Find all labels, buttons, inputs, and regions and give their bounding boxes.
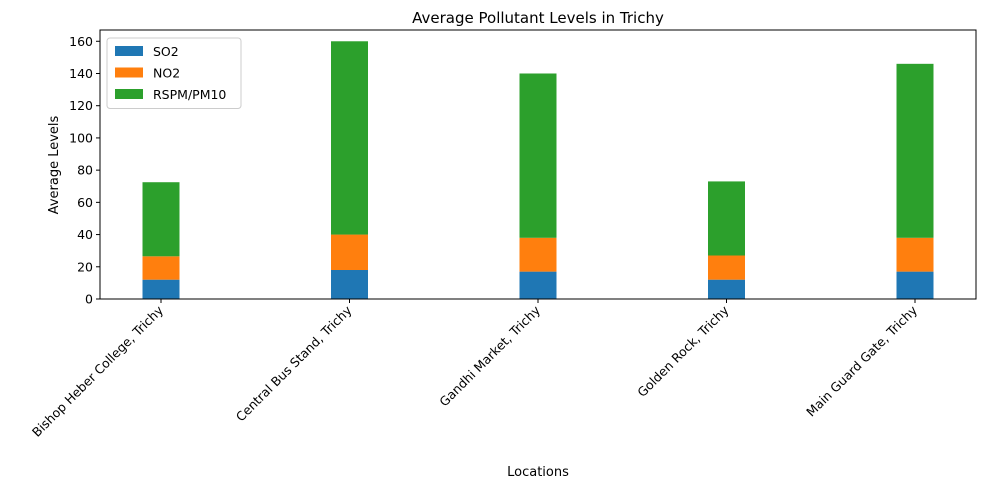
legend-label: RSPM/PM10 (153, 87, 226, 102)
bar-rspm-pm10 (896, 63, 934, 238)
chart-title: Average Pollutant Levels in Trichy (412, 9, 664, 27)
bar-rspm-pm10 (708, 181, 745, 256)
x-tick-label: Bishop Heber College, Trichy (29, 302, 167, 440)
bar-no2 (708, 255, 745, 280)
x-axis-ticks: Bishop Heber College, Trichy Central Bus … (29, 299, 921, 440)
y-axis-ticks: 0 20 40 60 80 100 120 140 160 (69, 34, 100, 307)
bar-no2 (519, 237, 557, 272)
bar-group (142, 41, 934, 299)
bar-rspm-pm10 (331, 41, 368, 235)
bar-no2 (142, 256, 180, 280)
bar-no2 (331, 234, 368, 271)
legend: SO2 NO2 RSPM/PM10 (106, 37, 242, 109)
y-tick-label: 140 (69, 66, 93, 81)
legend-swatch (115, 67, 143, 78)
bar-so2 (519, 271, 557, 299)
bar-so2 (896, 271, 934, 299)
y-tick-label: 20 (77, 259, 93, 274)
bar-rspm-pm10 (142, 182, 180, 257)
x-tick-label: Golden Rock, Trichy (634, 302, 732, 400)
y-axis-title: Average Levels (47, 115, 62, 214)
x-axis-title: Locations (507, 465, 569, 480)
y-tick-label: 160 (69, 34, 93, 49)
plot-frame (99, 29, 977, 300)
y-tick-label: 80 (77, 163, 93, 178)
y-tick-label: 0 (85, 292, 93, 307)
legend-label: SO2 (153, 44, 179, 59)
y-tick-label: 40 (77, 227, 93, 242)
x-tick-label: Gandhi Market, Trichy (436, 302, 543, 409)
legend-label: NO2 (153, 66, 180, 81)
bar-no2 (896, 237, 934, 272)
y-tick-label: 120 (69, 98, 93, 113)
y-tick-label: 100 (69, 130, 93, 145)
bar-so2 (708, 279, 745, 299)
x-tick-label: Main Guard Gate, Trichy (803, 302, 920, 419)
legend-swatch (115, 89, 143, 99)
legend-swatch (115, 46, 143, 56)
bar-so2 (331, 270, 368, 299)
bar-rspm-pm10 (519, 73, 557, 238)
bar-so2 (142, 279, 180, 299)
x-tick-label: Central Bus Stand, Trichy (233, 302, 355, 424)
y-tick-label: 60 (77, 195, 93, 210)
